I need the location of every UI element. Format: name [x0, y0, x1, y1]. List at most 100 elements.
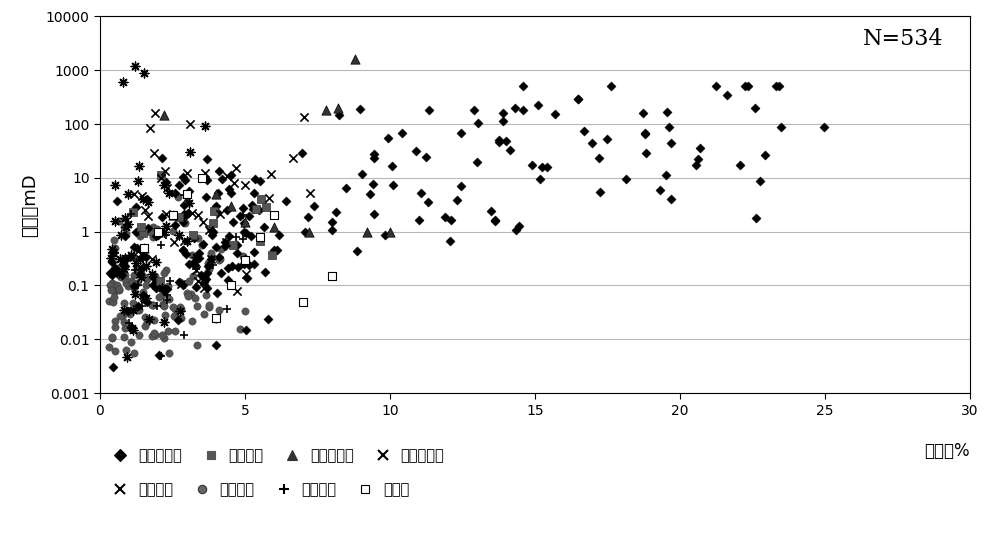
颗粒灰岩: [202, 223, 218, 232]
溶孔白云岩: [123, 322, 139, 331]
溶孔白云岩: [377, 231, 393, 240]
颗粒灰岩: [120, 282, 136, 290]
溶孔白云岩: [349, 247, 365, 256]
溶孔白云岩: [122, 252, 138, 261]
溶孔白云岩: [771, 82, 787, 91]
微晶灰岩: [235, 235, 251, 244]
溶孔白云岩: [692, 144, 708, 153]
颗粒灰岩: [213, 245, 229, 254]
溶孔白云岩: [324, 226, 340, 235]
灰质云岩: [206, 206, 222, 215]
溶孔白云岩: [220, 276, 236, 285]
砾灰岩: [266, 211, 282, 220]
砾灰岩: [222, 281, 239, 290]
溶孔白云岩: [138, 252, 154, 261]
颗粒灰岩: [104, 279, 120, 288]
Legend: 云质灰岟, 颥粒灰岟, 微晶灰岟, 礁灰岟: 云质灰岟, 颥粒灰岟, 微晶灰岟, 礁灰岟: [100, 476, 415, 503]
溶孔白云岩: [366, 149, 382, 158]
颗粒白云岩: [208, 189, 224, 198]
颗粒灰岩: [173, 313, 189, 322]
微晶灰岩: [162, 276, 178, 285]
溶孔白云岩: [599, 135, 615, 144]
溶孔白云岩: [515, 82, 531, 91]
溶孔白云岩: [297, 227, 313, 236]
颗粒灰岩: [107, 317, 123, 325]
颗粒灰岩: [137, 312, 153, 321]
溶孔白云岩: [246, 247, 262, 256]
溶孔白云岩: [534, 163, 550, 171]
颗粒灰岩: [111, 271, 127, 280]
颗粒灰岩: [137, 322, 153, 331]
颗粒灰岩: [203, 248, 219, 257]
溶孔白云岩: [592, 187, 608, 196]
颗粒灰岩: [157, 311, 173, 320]
晶粒白云岩: [218, 238, 234, 247]
颗粒灰岩: [145, 301, 161, 310]
Y-axis label: 滲透率mD: 滲透率mD: [21, 173, 39, 236]
灰质云岩: [258, 203, 274, 211]
颗粒灰岩: [139, 275, 155, 283]
微晶灰岩: [134, 302, 150, 311]
溶孔白云岩: [204, 227, 220, 235]
云质灰岩: [138, 294, 154, 302]
颗粒灰岩: [200, 259, 216, 268]
颗粒灰岩: [106, 235, 122, 244]
溶孔白云岩: [223, 171, 239, 180]
颗粒灰岩: [179, 289, 195, 298]
云质灰岩: [106, 267, 122, 276]
溶孔白云岩: [394, 129, 410, 138]
溶孔白云岩: [591, 154, 607, 163]
晶粒白云岩: [153, 173, 169, 182]
溶孔白云岩: [508, 226, 524, 235]
云质灰岩: [140, 198, 156, 206]
颗粒灰岩: [189, 302, 205, 311]
溶孔白云岩: [196, 277, 212, 286]
颗粒白云岩: [359, 227, 375, 236]
晶粒白云岩: [203, 254, 219, 263]
晶粒白云岩: [184, 209, 200, 217]
砾灰岩: [194, 174, 210, 182]
微晶灰岩: [159, 296, 175, 305]
颗粒灰岩: [145, 233, 161, 241]
晶粒白云岩: [134, 191, 150, 200]
溶孔白云岩: [511, 222, 527, 230]
溶孔白云岩: [539, 163, 555, 171]
溶孔白云岩: [453, 181, 469, 190]
微晶灰岩: [176, 331, 192, 340]
溶孔白云岩: [186, 233, 202, 242]
颗粒灰岩: [131, 306, 147, 315]
云质灰岩: [154, 284, 170, 293]
砾灰岩: [136, 244, 152, 252]
溶孔白云岩: [663, 138, 679, 147]
溶孔白云岩: [547, 109, 563, 118]
溶孔白云岩: [186, 258, 202, 266]
颗粒灰岩: [155, 299, 171, 308]
灰质云岩: [264, 250, 280, 259]
溶孔白云岩: [732, 161, 748, 169]
晶粒白云岩: [219, 172, 235, 181]
颗粒灰岩: [109, 280, 125, 289]
溶孔白云岩: [154, 213, 170, 222]
颗粒白云岩: [301, 227, 317, 236]
颗粒灰岩: [180, 292, 196, 300]
云质灰岩: [148, 257, 164, 266]
溶孔白云岩: [178, 250, 194, 259]
云质灰岩: [141, 315, 157, 324]
溶孔白云岩: [420, 198, 436, 206]
颗粒灰岩: [106, 293, 122, 301]
微晶灰岩: [205, 260, 221, 269]
溶孔白云岩: [260, 314, 276, 323]
颗粒白云岩: [347, 55, 363, 63]
溶孔白云岩: [236, 219, 252, 228]
晶粒白云岩: [157, 167, 173, 175]
溶孔白云岩: [638, 149, 654, 157]
颗粒灰岩: [146, 329, 162, 337]
颗粒灰岩: [102, 281, 118, 289]
溶孔白云岩: [411, 216, 427, 224]
溶孔白云岩: [154, 154, 170, 163]
溶孔白云岩: [140, 223, 156, 232]
灰质云岩: [171, 213, 187, 222]
微晶灰岩: [153, 351, 169, 360]
溶孔白云岩: [117, 261, 133, 270]
微晶灰岩: [130, 281, 146, 290]
